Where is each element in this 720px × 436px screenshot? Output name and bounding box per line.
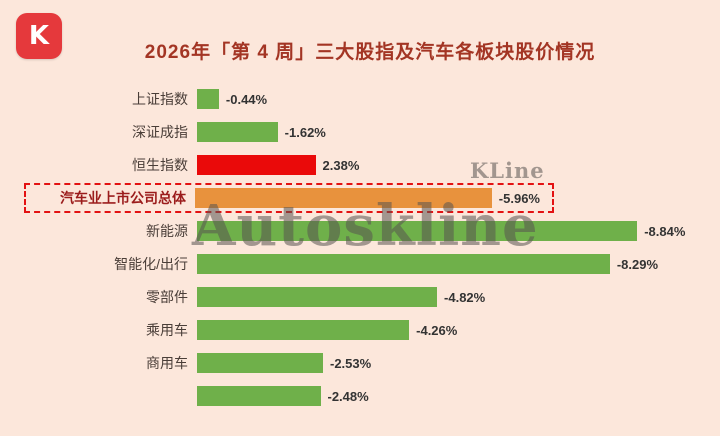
chart-row: 智能化/出行 -8.29% (30, 253, 658, 275)
value-bar (197, 89, 219, 109)
value-label: 2.38% (322, 157, 360, 173)
value-label: -2.53% (329, 355, 372, 371)
chart-row: 零部件 -4.82% (30, 286, 485, 308)
value-label: -5.96% (498, 190, 540, 206)
category-label: 智能化/出行 (114, 256, 188, 272)
chart-row: 上证指数 -0.44% (30, 88, 267, 110)
value-label: -8.29% (616, 256, 659, 272)
chart-row: 新能源 -8.84% (30, 220, 685, 242)
chart-row: 恒生指数 2.38% (30, 154, 359, 176)
chart-row: 深证成指 -1.62% (30, 121, 326, 143)
value-label: -4.26% (416, 322, 458, 338)
value-bar (197, 155, 316, 175)
chart-row: 商用车 -2.53% (30, 352, 371, 374)
category-label: 零部件 (146, 289, 188, 305)
chart-row: 乘用车 -4.26% (30, 319, 457, 341)
category-label: 恒生指数 (132, 157, 188, 173)
value-label: -4.82% (444, 289, 486, 305)
chart-row: 汽车业上市公司总体 -5.96% (24, 183, 554, 213)
value-bar (197, 122, 278, 142)
value-bar (197, 254, 610, 274)
value-label: -1.62% (284, 124, 326, 140)
value-bar (197, 353, 323, 373)
category-label: 上证指数 (132, 91, 188, 107)
category-label: 商用车 (146, 355, 188, 371)
category-label: 乘用车 (146, 322, 188, 338)
value-bar (197, 221, 638, 241)
chart-row: -2.48% (30, 385, 369, 407)
value-bar (197, 287, 438, 307)
value-bar (197, 320, 410, 340)
category-label: 汽车业上市公司总体 (60, 190, 186, 206)
category-label: 深证成指 (132, 124, 188, 140)
value-label: -8.84% (644, 223, 686, 239)
chart-title: 2026年「第 4 周」三大股指及汽车各板块股价情况 (144, 42, 596, 63)
value-bar (197, 386, 321, 406)
logo-letter: K (28, 21, 50, 51)
category-label: 新能源 (146, 223, 188, 239)
value-bar (195, 188, 492, 208)
bar-rows: 上证指数 -0.44% 深证成指 -1.62% 恒生指数 2.38% 汽车业上市公司总体 -5… (24, 88, 685, 418)
value-label: -0.44% (225, 91, 268, 107)
app-logo: K (16, 13, 62, 59)
value-label: -2.48% (327, 388, 369, 404)
